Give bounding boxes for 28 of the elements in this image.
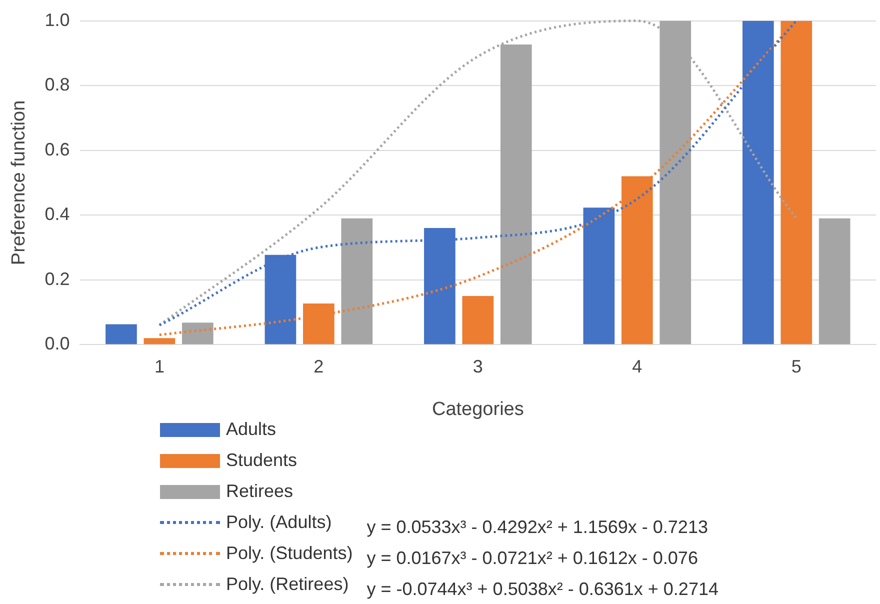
bar <box>341 218 373 344</box>
bar <box>462 296 494 344</box>
x-tick-label: 4 <box>632 356 642 376</box>
y-tick-label: 0.8 <box>44 74 70 95</box>
text: y = 0.0167x³ - 0.0721x² + 0.1612x - 0.076 <box>366 547 699 569</box>
legend-label: Poly. (Students) <box>226 543 353 564</box>
legend-label: Poly. (Retirees) <box>226 574 349 595</box>
x-axis-title: Categories <box>432 398 524 420</box>
legend-label: Retirees <box>226 481 294 502</box>
x-tick-label: 5 <box>791 356 802 376</box>
y-tick-label: 0.4 <box>44 204 70 224</box>
x-tick-label: 1 <box>154 356 164 376</box>
legend-label: Students <box>226 450 298 471</box>
y-tick-label: 0.2 <box>44 268 70 289</box>
bar <box>144 338 176 344</box>
x-tick-label: 3 <box>472 356 483 376</box>
y-axis-title: Preference function <box>8 100 30 266</box>
text: y = -0.0744x³ + 0.5038x² - 0.6361x + 0.2714 <box>366 578 718 600</box>
bar <box>818 218 850 344</box>
text: y = 0.0533x³ - 0.4292x² + 1.1569x - 0.7213 <box>366 516 709 538</box>
y-tick-label: 1.0 <box>44 10 70 30</box>
legend-label: Adults <box>226 419 276 440</box>
bar <box>106 324 137 344</box>
legend-label: Poly. (Adults) <box>226 512 332 533</box>
bar <box>182 322 214 344</box>
y-tick-label: 0.0 <box>44 334 70 354</box>
x-tick-label: 2 <box>314 356 324 376</box>
y-tick-label: 0.6 <box>44 139 70 160</box>
